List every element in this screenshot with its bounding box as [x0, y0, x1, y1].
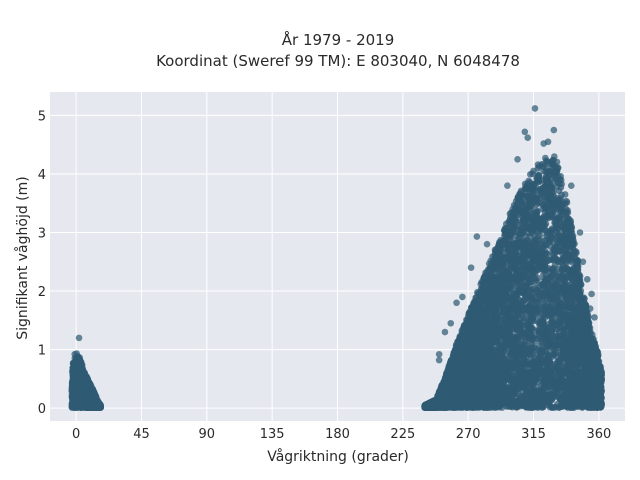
data-point [70, 391, 78, 399]
data-point [82, 386, 90, 393]
data-point [70, 397, 78, 404]
chart-title-line1: År 1979 - 2019 [282, 30, 395, 49]
data-point [70, 381, 77, 389]
chart-title-line2: Koordinat (Sweref 99 TM): E 803040, N 60… [156, 52, 520, 70]
data-point [77, 376, 84, 383]
data-point [87, 382, 95, 390]
data-point [77, 395, 85, 403]
data-point [527, 171, 534, 178]
data-point [71, 370, 79, 377]
data-point [71, 362, 78, 369]
data-point [68, 403, 76, 410]
data-point [84, 396, 91, 404]
data-points [68, 105, 606, 411]
data-point [96, 400, 103, 408]
data-point [75, 400, 83, 408]
data-point [90, 399, 98, 407]
